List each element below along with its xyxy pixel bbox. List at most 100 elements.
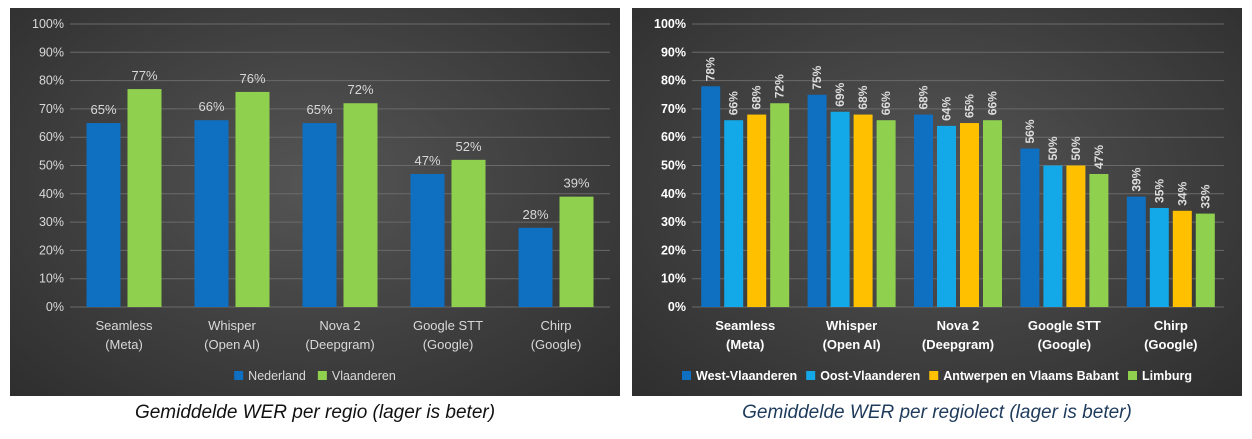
legend-label: Limburg (1142, 369, 1192, 383)
legend-swatch (317, 371, 327, 380)
category-label: (Google) (423, 337, 474, 352)
bar-antwerpen-en-vlaams-babant (960, 123, 979, 307)
bar-nederland (518, 227, 553, 307)
y-tick-label: 0% (46, 300, 64, 314)
chart-panel-regio: 0% 10% 20% 30% 40% 50% 60% 70% 80% 90% 100% 65% 77% S… (10, 8, 620, 396)
data-label: 39% (1129, 167, 1143, 191)
bar-nederland (302, 123, 337, 307)
data-label: 68% (856, 85, 870, 109)
data-label: 69% (833, 82, 847, 106)
legend-swatch (1127, 371, 1137, 380)
y-tick-label: 80% (661, 74, 686, 88)
y-tick-label: 60% (39, 130, 64, 144)
data-label: 72% (347, 82, 373, 97)
data-label: 64% (940, 97, 954, 121)
y-tick-label: 70% (39, 102, 64, 116)
bar-west-vlaanderen (1020, 148, 1040, 307)
y-tick-label: 20% (39, 243, 64, 257)
legend-label: Vlaanderen (332, 369, 396, 383)
caption-regiolect: Gemiddelde WER per regiolect (lager is b… (742, 402, 1132, 423)
data-label: 39% (563, 176, 589, 191)
bar-vlaanderen (451, 159, 486, 307)
y-tick-label: 20% (661, 243, 686, 257)
y-tick-label: 90% (661, 45, 686, 59)
data-label: 28% (522, 207, 548, 222)
bar-oost-vlaanderen (830, 111, 850, 307)
y-tick-label: 90% (39, 45, 64, 59)
bar-nederland (86, 123, 121, 307)
bar-nederland (194, 120, 229, 307)
data-label: 66% (986, 91, 1000, 115)
category-label: (Meta) (726, 337, 764, 352)
data-label: 33% (1198, 184, 1212, 208)
y-tick-label: 40% (39, 187, 64, 201)
category-label: (Google) (531, 337, 582, 352)
bar-limburg (1089, 173, 1109, 307)
category-label: (Google) (1038, 337, 1091, 352)
category-label: Google STT (413, 318, 483, 333)
bar-vlaanderen (559, 196, 594, 307)
data-label: 65% (90, 102, 116, 117)
category-label: (Open AI) (823, 337, 881, 352)
category-label: Google STT (1028, 318, 1101, 333)
bar-antwerpen-en-vlaams-babant (747, 114, 767, 307)
data-label: 50% (1046, 136, 1060, 160)
y-tick-label: 100% (654, 17, 686, 31)
data-label: 72% (773, 74, 787, 98)
bar-west-vlaanderen (1126, 196, 1146, 307)
y-tick-label: 10% (661, 272, 686, 286)
legend-swatch (234, 371, 244, 380)
data-label: 78% (704, 57, 718, 81)
legend-label: West-Vlaanderen (696, 369, 797, 383)
legend-label: Nederland (248, 369, 306, 383)
bar-antwerpen-en-vlaams-babant (1066, 165, 1086, 307)
data-label: 76% (239, 71, 265, 86)
data-label: 66% (727, 91, 741, 115)
bar-limburg (770, 103, 790, 308)
bar-oost-vlaanderen (1149, 207, 1169, 307)
category-label: (Deepgram) (305, 337, 374, 352)
y-tick-label: 40% (661, 187, 686, 201)
data-label: 35% (1152, 179, 1166, 203)
bar-antwerpen-en-vlaams-babant (1172, 210, 1192, 307)
y-tick-label: 10% (39, 272, 64, 286)
category-label: Seamless (715, 318, 775, 333)
data-label: 50% (1069, 136, 1083, 160)
legend-label: Oost-Vlaanderen (820, 369, 920, 383)
data-label: 68% (917, 85, 931, 109)
bar-vlaanderen (343, 103, 378, 308)
category-label: Seamless (95, 318, 153, 333)
data-label: 34% (1175, 181, 1189, 205)
legend-swatch (929, 371, 939, 380)
bar-oost-vlaanderen (937, 125, 956, 307)
bar-west-vlaanderen (701, 86, 721, 307)
chart-regio: 0% 10% 20% 30% 40% 50% 60% 70% 80% 90% 100% 65% 77% S… (32, 17, 610, 383)
bar-west-vlaanderen (807, 94, 827, 307)
category-label: Chirp (540, 318, 571, 333)
y-tick-label: 50% (661, 159, 686, 173)
y-tick-label: 50% (39, 159, 64, 173)
y-tick-label: 80% (39, 74, 64, 88)
legend-label: Antwerpen en Vlaams Babant (943, 369, 1120, 383)
y-tick-label: 60% (661, 130, 686, 144)
data-label: 68% (750, 85, 764, 109)
bar-antwerpen-en-vlaams-babant (853, 114, 873, 307)
bar-limburg (1195, 213, 1215, 307)
y-tick-label: 70% (661, 102, 686, 116)
bar-oost-vlaanderen (724, 120, 744, 307)
data-label: 65% (963, 94, 977, 118)
bar-west-vlaanderen (914, 114, 933, 307)
data-label: 52% (455, 139, 481, 154)
chart-regiolect: 0% 10% 20% 30% 40% 50% 60% 70% 80% 90% 100% 78% 66% 6… (654, 17, 1224, 383)
bar-limburg (876, 120, 896, 307)
category-label: (Google) (1144, 337, 1197, 352)
category-label: (Deepgram) (922, 337, 994, 352)
category-label: Chirp (1154, 318, 1188, 333)
data-label: 77% (131, 68, 157, 83)
category-label: Whisper (208, 318, 256, 333)
bar-limburg (983, 120, 1002, 307)
bar-nederland (410, 173, 445, 307)
bar-vlaanderen (235, 91, 270, 307)
chart-panel-regiolect: 0% 10% 20% 30% 40% 50% 60% 70% 80% 90% 100% 78% 66% 6… (632, 8, 1242, 396)
category-label: Whisper (826, 318, 877, 333)
